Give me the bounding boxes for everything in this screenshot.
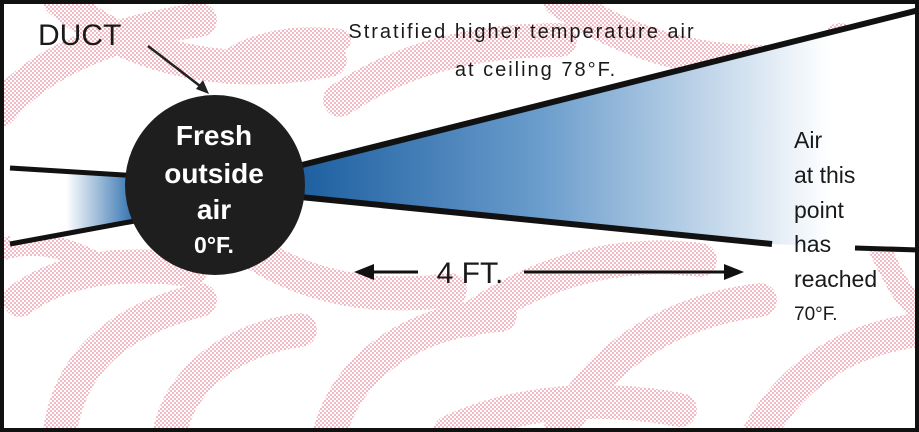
side-note-line2: at this	[794, 162, 855, 188]
cone-bottom-edge-continued	[854, 245, 919, 253]
side-note-line4: has	[794, 231, 831, 257]
duct-circle	[125, 95, 305, 275]
duct-pointer-arrowhead	[196, 80, 209, 94]
stratified-caption-line1: Stratified higher temperature air	[348, 21, 695, 43]
cone-top-edge	[289, 7, 919, 171]
distance-arrow-left-head	[354, 264, 374, 280]
circle-text-line2: outside	[164, 158, 264, 189]
circle-text-line1: Fresh	[176, 120, 252, 151]
distance-label: 4 FT.	[437, 257, 504, 290]
stream-top-edge	[9, 165, 141, 179]
air-cone	[290, 12, 919, 250]
circle-text-line4: 0°F.	[194, 232, 234, 258]
side-note-line6: 70°F.	[794, 304, 838, 325]
distance-arrow-right-head	[724, 264, 744, 280]
duct-label: DUCT	[38, 19, 121, 52]
side-note-line3: point	[794, 197, 844, 223]
stratified-caption-line2: at ceiling 78°F.	[455, 59, 617, 81]
circle-text-line3: air	[197, 194, 231, 225]
cone-bottom-edge	[289, 193, 773, 247]
side-note-line1: Air	[794, 127, 822, 153]
duct-pointer-line	[147, 45, 201, 87]
stream-bottom-edge	[9, 217, 141, 247]
side-note-line5: reached	[794, 266, 877, 292]
